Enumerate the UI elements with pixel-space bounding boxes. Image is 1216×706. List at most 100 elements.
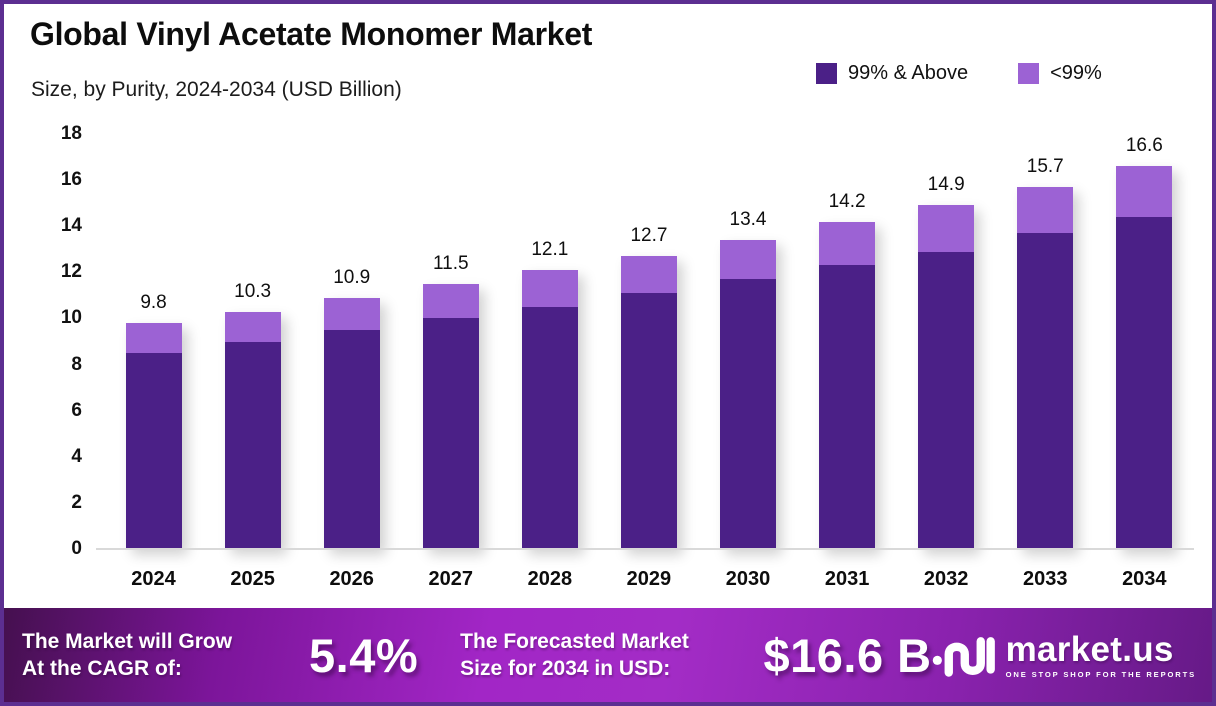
segment-99-above [620, 293, 677, 549]
bar-slot: 15.7 [996, 134, 1095, 549]
legend-item-below-99: <99% [1018, 62, 1102, 85]
stacked-bar [918, 205, 975, 549]
page-title: Global Vinyl Acetate Monomer Market [30, 16, 593, 52]
segment-99-above [521, 306, 578, 549]
y-axis: 0 2 4 6 8 10 12 14 16 18 [30, 123, 82, 559]
marketus-logo-icon [932, 637, 995, 677]
bar-total-label: 14.9 [927, 174, 965, 196]
segment-99-above [1116, 217, 1173, 549]
x-axis-year-label: 2032 [923, 568, 969, 590]
bar-slot: 12.1 [500, 134, 599, 549]
segment-99-above [720, 279, 776, 549]
stacked-bar-plot: 9.8 10.3 10.9 11.5 12.1 12.7 13.4 14.2 14.9 15.7 1… [96, 134, 1194, 550]
logo-text-wrap: market.us ONE STOP SHOP FOR THE REPORTS [1006, 632, 1196, 679]
x-axis: 2024 2025 2026 2027 2028 2029 2030 2031 2032 2033… [104, 560, 1194, 594]
x-axis-year-label: 2025 [230, 568, 275, 590]
forecast-label: The Forecasted Market Size for 2034 in U… [460, 628, 735, 683]
legend-label: <99% [1050, 62, 1102, 84]
chart-legend: 99% & Above <99% [816, 62, 1102, 85]
cagr-label-line1: The Market will Grow [22, 629, 233, 653]
page-subtitle: Size, by Purity, 2024-2034 (USD Billion) [31, 78, 402, 101]
cagr-value: 5.4% [309, 628, 419, 682]
y-axis-tick-label: 14 [60, 215, 82, 237]
x-axis-year-label: 2030 [725, 568, 771, 590]
bar-slot: 11.5 [401, 134, 500, 549]
stacked-bar [620, 256, 677, 549]
stacked-bar [521, 270, 578, 549]
segment-99-above [224, 341, 281, 549]
segment-below-99 [422, 283, 479, 319]
segment-below-99 [521, 270, 578, 307]
legend-swatch-light [1018, 63, 1040, 84]
bar-total-label: 12.7 [630, 225, 668, 247]
bar-total-label: 16.6 [1125, 135, 1163, 157]
cagr-label: The Market will Grow At the CAGR of: [22, 628, 269, 683]
bar-total-label: 10.3 [234, 280, 272, 302]
logo-text: market.us [1005, 629, 1174, 669]
segment-below-99 [918, 205, 975, 252]
x-axis-year-label: 2026 [329, 568, 374, 590]
y-axis-tick-label: 16 [60, 169, 82, 191]
bar-total-label: 14.2 [828, 190, 866, 212]
x-axis-baseline [96, 548, 1194, 550]
bar-slot: 16.6 [1095, 134, 1194, 549]
y-axis-tick-label: 12 [60, 261, 82, 283]
stacked-bar [323, 297, 380, 549]
bar-slot: 13.4 [698, 134, 797, 549]
stacked-bar [125, 323, 182, 549]
forecast-label-line1: The Forecasted Market [460, 629, 689, 653]
legend-label: 99% & Above [848, 62, 969, 84]
stacked-bar [819, 221, 876, 549]
y-axis-tick-label: 18 [60, 123, 82, 144]
bar-total-label: 12.1 [531, 239, 569, 261]
segment-below-99 [1116, 166, 1173, 217]
segment-below-99 [720, 240, 776, 280]
stacked-bar [720, 240, 776, 549]
bar-slot: 9.8 [104, 134, 203, 549]
segment-99-above [323, 329, 380, 549]
bar-slot: 14.9 [897, 134, 996, 549]
y-axis-tick-label: 0 [71, 538, 82, 559]
bar-slot: 12.7 [599, 134, 698, 549]
x-axis-year-label: 2024 [131, 568, 176, 590]
segment-below-99 [819, 221, 876, 266]
bar-total-label: 11.5 [432, 252, 469, 274]
segment-below-99 [224, 311, 281, 342]
forecast-label-line2: Size for 2034 in USD: [460, 657, 671, 680]
bottom-banner: The Market will Grow At the CAGR of: 5.4… [4, 608, 1212, 702]
x-axis-year-label: 2029 [626, 568, 672, 590]
legend-item-99-above: 99% & Above [816, 62, 968, 85]
logo-tagline: ONE STOP SHOP FOR THE REPORTS [1005, 669, 1196, 679]
segment-below-99 [125, 323, 182, 354]
y-axis-tick-label: 10 [60, 307, 82, 329]
bar-total-label: 9.8 [140, 292, 167, 314]
marketus-logo: market.us ONE STOP SHOP FOR THE REPORTS [932, 626, 1196, 684]
bar-total-label: 13.4 [729, 209, 767, 231]
bar-total-label: 10.9 [333, 266, 371, 288]
segment-99-above [819, 265, 876, 549]
stacked-bar [224, 311, 281, 549]
stacked-bar [1116, 166, 1173, 549]
x-axis-year-label: 2027 [428, 568, 474, 590]
forecast-value: $16.6 B [763, 628, 932, 682]
segment-below-99 [323, 297, 380, 330]
segment-below-99 [1017, 187, 1074, 234]
bar-total-label: 15.7 [1026, 156, 1064, 178]
segment-below-99 [620, 256, 677, 294]
segment-99-above [918, 251, 975, 549]
segment-99-above [125, 353, 182, 549]
bar-slot: 10.9 [302, 134, 401, 549]
segment-99-above [422, 318, 479, 549]
y-axis-tick-label: 8 [71, 353, 82, 375]
legend-swatch-dark [816, 63, 837, 84]
bar-slot: 14.2 [798, 134, 897, 549]
x-axis-year-label: 2028 [527, 568, 573, 590]
x-axis-year-label: 2031 [824, 568, 870, 590]
y-axis-tick-label: 6 [71, 399, 82, 421]
y-axis-tick-label: 4 [71, 445, 82, 467]
cagr-label-line2: At the CAGR of: [22, 657, 182, 680]
stacked-bar [1017, 187, 1074, 549]
segment-99-above [1017, 233, 1074, 549]
x-axis-year-label: 2034 [1122, 568, 1167, 590]
